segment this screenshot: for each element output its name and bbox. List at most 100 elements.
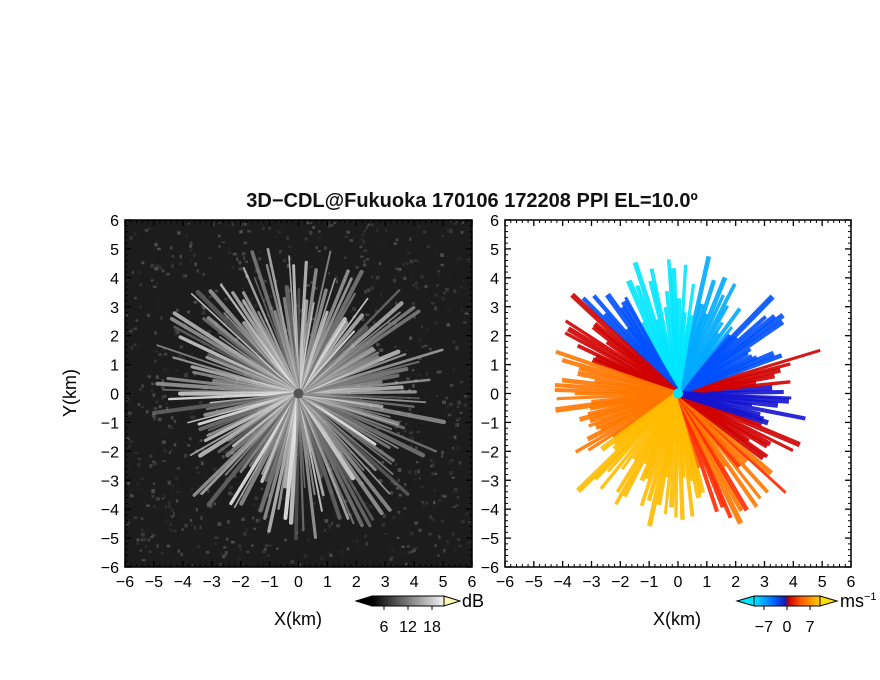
- noise-speckle: [395, 301, 398, 306]
- noise-speckle: [132, 270, 135, 275]
- noise-speckle: [450, 458, 454, 462]
- noise-speckle: [406, 369, 409, 372]
- y-tick-label: −2: [481, 444, 499, 461]
- noise-speckle: [203, 406, 207, 410]
- noise-speckle: [212, 222, 215, 227]
- noise-speckle: [453, 487, 458, 492]
- noise-speckle: [453, 221, 457, 225]
- noise-speckle: [403, 506, 407, 510]
- noise-speckle: [449, 471, 453, 475]
- noise-speckle: [131, 394, 134, 398]
- noise-speckle: [390, 549, 395, 553]
- noise-speckle: [304, 237, 308, 241]
- noise-speckle: [184, 523, 188, 528]
- noise-speckle: [176, 308, 179, 312]
- noise-speckle: [396, 536, 400, 540]
- noise-speckle: [320, 475, 323, 479]
- noise-speckle: [415, 286, 419, 290]
- noise-speckle: [127, 411, 132, 416]
- noise-speckle: [180, 552, 184, 557]
- noise-speckle: [401, 545, 405, 548]
- intensity-beam: [296, 391, 410, 496]
- noise-speckle: [441, 450, 444, 455]
- noise-speckle: [187, 443, 191, 447]
- noise-speckle: [405, 349, 409, 352]
- noise-speckle: [161, 440, 166, 444]
- noise-speckle: [414, 471, 417, 476]
- noise-speckle: [438, 535, 441, 539]
- intensity-beam: [156, 344, 300, 395]
- noise-speckle: [310, 317, 315, 321]
- intensity-axis-ticks: −6 −5 −4 −3 −2 −1 0 1 2 3 4 5 6 6 5 4 3 2 1 0 −1 −2 −3 −4 −5 −6: [101, 213, 477, 591]
- noise-speckle: [204, 486, 207, 489]
- noise-speckle: [156, 544, 159, 548]
- noise-speckle: [366, 466, 369, 470]
- noise-speckle: [464, 312, 469, 315]
- noise-speckle: [170, 261, 173, 266]
- noise-speckle: [331, 521, 334, 525]
- noise-speckle: [315, 246, 318, 250]
- noise-speckle: [284, 538, 287, 542]
- noise-speckle: [231, 222, 235, 227]
- noise-speckle: [456, 446, 461, 450]
- noise-speckle: [172, 529, 177, 533]
- noise-speckle: [412, 384, 415, 388]
- noise-speckle: [176, 330, 180, 335]
- intensity-rays: [152, 248, 447, 541]
- noise-speckle: [431, 472, 434, 476]
- noise-speckle: [425, 501, 429, 505]
- intensity-beam: [239, 391, 301, 506]
- noise-speckle: [440, 246, 443, 249]
- noise-speckle: [181, 528, 184, 531]
- noise-speckle: [320, 496, 324, 500]
- noise-speckle: [434, 248, 438, 253]
- noise-speckle: [153, 505, 156, 508]
- noise-speckle: [148, 227, 152, 230]
- noise-speckle: [376, 324, 381, 328]
- noise-speckle: [396, 487, 399, 490]
- noise-speckle: [174, 333, 178, 337]
- noise-speckle: [198, 273, 202, 276]
- noise-speckle: [437, 498, 442, 502]
- x-tick-label: −3: [203, 574, 221, 591]
- noise-speckle: [278, 249, 282, 254]
- noise-speckle: [254, 496, 259, 500]
- noise-speckle: [222, 555, 226, 559]
- noise-speckle: [459, 308, 464, 313]
- noise-speckle: [411, 437, 414, 442]
- noise-speckle: [421, 345, 425, 348]
- x-tick-label: 3: [760, 574, 769, 591]
- noise-speckle: [258, 517, 262, 521]
- noise-speckle: [437, 554, 440, 557]
- noise-speckle: [348, 310, 351, 313]
- noise-speckle: [217, 522, 222, 526]
- noise-speckle: [176, 467, 181, 470]
- noise-speckle: [323, 529, 327, 532]
- noise-speckle: [221, 450, 226, 454]
- noise-speckle: [266, 532, 270, 535]
- noise-speckle: [452, 505, 456, 508]
- noise-speckle: [307, 538, 310, 542]
- noise-speckle: [412, 284, 415, 287]
- noise-speckle: [362, 239, 366, 244]
- noise-speckle: [162, 347, 166, 351]
- noise-speckle: [170, 515, 174, 518]
- noise-speckle: [418, 338, 422, 342]
- noise-speckle: [459, 285, 463, 289]
- noise-speckle: [408, 388, 411, 392]
- noise-speckle: [425, 327, 429, 332]
- noise-speckle: [168, 450, 171, 455]
- noise-speckle: [144, 545, 147, 549]
- noise-speckle: [195, 507, 198, 512]
- noise-speckle: [158, 417, 162, 422]
- colorbar-tick-label: 7: [806, 619, 815, 636]
- noise-speckle: [443, 291, 446, 295]
- x-tick-label: 0: [674, 574, 683, 591]
- noise-speckle: [468, 519, 472, 524]
- noise-speckle: [355, 265, 359, 269]
- noise-speckle: [158, 266, 162, 270]
- noise-speckle: [363, 441, 368, 445]
- x-tick-label: −4: [174, 574, 192, 591]
- noise-speckle: [217, 396, 220, 400]
